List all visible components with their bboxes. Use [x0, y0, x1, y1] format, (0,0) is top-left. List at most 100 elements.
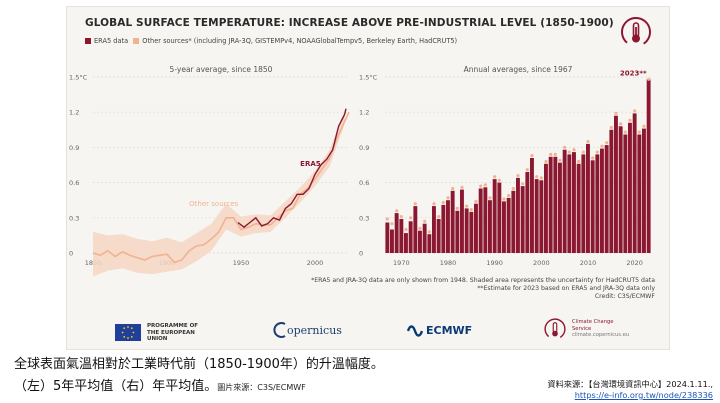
era5-bar	[637, 134, 642, 253]
era5-bar	[525, 172, 530, 253]
other-sources-point	[511, 186, 515, 191]
era5-bar	[492, 179, 497, 253]
other-sources-point	[628, 118, 632, 122]
era5-bar	[590, 160, 595, 253]
other-sources-point	[483, 183, 487, 187]
right-y-tick-label: 0.3	[359, 214, 369, 222]
era5-bar	[478, 188, 483, 253]
logo-row: PROGRAMME OF THE EUROPEAN UNION opernicu…	[67, 313, 671, 347]
uncertainty-band	[93, 109, 345, 277]
left-y-tick-label: 0.9	[69, 144, 79, 152]
era5-bar	[604, 145, 609, 253]
era5-bar	[628, 122, 632, 253]
image-credit: 圖片來源：C3S/ECMWF	[217, 383, 306, 392]
other-sources-point	[544, 159, 548, 164]
legend: ERA5 data Other sources* (including JRA-…	[85, 37, 460, 45]
other-sources-point	[497, 178, 501, 182]
era5-bar	[432, 206, 436, 253]
era5-bar	[614, 115, 618, 253]
other-sources-point	[432, 202, 436, 206]
other-sources-point	[521, 182, 525, 186]
other-sources-line	[92, 111, 350, 264]
era5-bar	[427, 234, 432, 253]
left-y-tick-label: 1.2	[69, 109, 79, 117]
thermometer-logo-icon	[621, 17, 651, 47]
era5-bar	[497, 182, 502, 253]
other-sources-point	[455, 206, 459, 210]
legend-other: Other sources* (including JRA-3Q, GISTEM…	[133, 37, 457, 45]
era5-bar	[553, 156, 558, 253]
era5-bar	[572, 152, 576, 253]
left-y-tick-label: 0.3	[69, 214, 79, 222]
era5-bar	[418, 230, 422, 253]
note-2: **Estimate for 2023 based on ERA5 and JR…	[477, 285, 655, 292]
other-sources-point	[558, 158, 562, 162]
era5-bar	[544, 163, 548, 253]
other-sources-point	[539, 176, 543, 180]
other-sources-point	[404, 227, 408, 232]
infographic-card: GLOBAL SURFACE TEMPERATURE: INCREASE ABO…	[66, 6, 670, 350]
other-sources-point	[637, 130, 641, 134]
era5-bar	[623, 134, 628, 253]
copernicus-c-icon	[273, 322, 286, 338]
era5-bar	[567, 154, 572, 253]
other-sources-point	[451, 186, 455, 191]
other-sources-point	[465, 204, 469, 208]
era5-bar	[586, 143, 590, 253]
c3s-logo-text: Climate Change Service climate.copernicu…	[572, 319, 629, 339]
other-sources-point	[413, 202, 417, 206]
legend-era5-label: ERA5 data	[94, 37, 129, 45]
caption-line-1: 全球表面氣溫相對於工業時代前（1850-1900年）的升溫幅度。	[14, 357, 384, 372]
legend-era5-swatch	[85, 37, 91, 44]
other-sources-point	[563, 145, 567, 149]
other-sources-point	[390, 222, 394, 226]
other-sources-point	[409, 216, 413, 220]
era5-bar	[530, 158, 534, 253]
eu-flag-icon	[115, 324, 141, 342]
other-sources-point	[460, 185, 464, 189]
copernicus-logo: opernicus	[273, 321, 342, 339]
note-1: *ERA5 and JRA-3Q data are only shown fro…	[311, 277, 655, 284]
right-chart-title: Annual averages, since 1967	[464, 65, 573, 74]
other-sources-point	[577, 159, 581, 164]
other-sources-point	[525, 168, 529, 172]
right-x-tick-label: 1980	[440, 259, 457, 267]
legend-era5: ERA5 data	[85, 37, 130, 45]
other-sources-point	[437, 215, 441, 219]
era5-bar	[413, 206, 418, 253]
chart-title: GLOBAL SURFACE TEMPERATURE: INCREASE ABO…	[85, 17, 614, 29]
era5-bar	[404, 233, 408, 253]
era5-bar	[474, 203, 478, 253]
era5-bar	[455, 210, 460, 253]
c3s-logo: Climate Change Service climate.copernicu…	[543, 317, 629, 341]
right-x-tick-label: 1990	[486, 259, 503, 267]
era5-bar	[600, 148, 604, 253]
other-sources-point	[619, 122, 623, 126]
era5-bar	[385, 222, 390, 253]
c3s-name: Climate Change Service	[572, 319, 614, 332]
other-sources-point	[418, 226, 422, 230]
other-sources-annotation: Other sources	[189, 200, 238, 208]
era5-bar	[562, 149, 567, 253]
era5-bar	[506, 197, 511, 253]
era5-bar	[520, 186, 525, 253]
eu-logo: PROGRAMME OF THE EUROPEAN UNION	[115, 323, 209, 343]
era5-bar	[511, 190, 516, 253]
era5-bar	[469, 211, 474, 253]
ecmwf-symbol-icon	[407, 324, 423, 337]
caption-line-2: （左）5年平均值（右）年平均值。圖片來源：C3S/ECMWF	[14, 375, 306, 394]
eu-logo-text: PROGRAMME OF THE EUROPEAN UNION	[147, 323, 198, 342]
other-sources-point	[530, 154, 534, 158]
era5-bar	[460, 189, 464, 253]
era5-bar	[576, 163, 581, 253]
left-chart-title: 5-year average, since 1850	[170, 65, 273, 74]
era5-bar	[450, 190, 455, 253]
right-y-tick-label: 0.6	[359, 179, 369, 187]
c3s-thermometer-icon	[544, 318, 566, 340]
left-y-tick-label: 1.5°C	[69, 74, 88, 82]
era5-bar	[394, 213, 399, 253]
other-sources-point	[395, 209, 399, 213]
other-sources-point	[600, 144, 604, 148]
source-link[interactable]: https://e-info.org.tw/node/238336	[574, 390, 713, 400]
annotation-2023: 2023**	[620, 69, 647, 77]
